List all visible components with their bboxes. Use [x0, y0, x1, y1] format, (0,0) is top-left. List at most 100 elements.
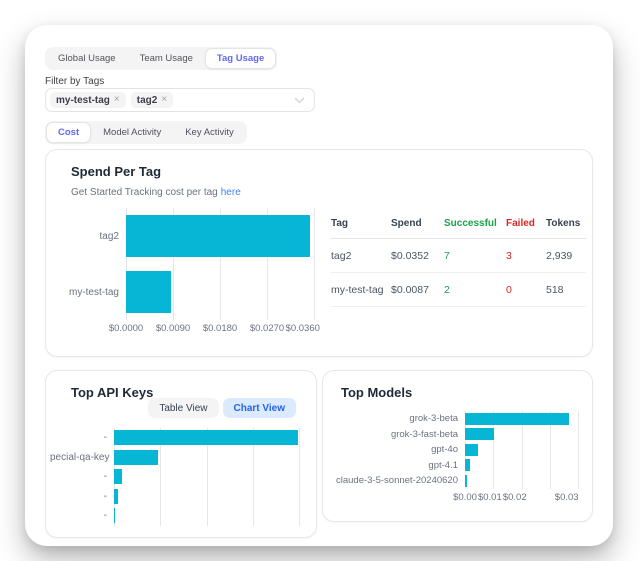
- gridline: [314, 208, 315, 320]
- filter-by-tags-label: Filter by Tags: [45, 76, 105, 87]
- category-label: -: [103, 471, 107, 483]
- bar-grok-3-fast-beta[interactable]: [465, 428, 494, 441]
- remove-tag-icon[interactable]: ×: [161, 94, 168, 105]
- x-axis-tick: $0.00: [453, 491, 477, 503]
- bar-pecial-qa-key[interactable]: [114, 449, 158, 465]
- bar-track: [114, 430, 299, 446]
- cell-tokens: 518: [546, 273, 586, 307]
- bar-track: [465, 412, 578, 425]
- x-axis-tick: $0.02: [502, 491, 527, 503]
- tab-team-usage[interactable]: Team Usage: [139, 53, 193, 64]
- tab-tag-usage[interactable]: Tag Usage: [205, 49, 276, 68]
- chart-row: -: [50, 506, 304, 526]
- col-header-tokens: Tokens: [546, 210, 586, 239]
- bar-gpt-4o[interactable]: [465, 443, 478, 456]
- chart-row: my-test-tag: [46, 264, 336, 320]
- tab-key-activity[interactable]: Key Activity: [185, 127, 234, 138]
- spend-per-tag-title: Spend Per Tag: [71, 164, 162, 179]
- bar-my-test-tag[interactable]: [126, 271, 172, 313]
- top-models-title: Top Models: [341, 385, 413, 400]
- gridline: [126, 208, 127, 320]
- chart-row: grok-3-beta: [325, 411, 578, 427]
- cell-successful: 7: [444, 239, 506, 273]
- bar-track: [465, 459, 578, 472]
- top-api-keys-title: Top API Keys: [71, 385, 154, 400]
- tag-chip-my-test-tag: my-test-tag ×: [50, 92, 126, 108]
- bar-track: [126, 271, 314, 313]
- bar--[interactable]: [114, 508, 115, 524]
- col-header-successful: Successful: [444, 210, 506, 239]
- bar-tag2[interactable]: [126, 215, 310, 257]
- cell-spend: $0.0352: [391, 239, 444, 273]
- x-axis: $0.00 $0.01 $0.02 $0.03: [453, 489, 579, 503]
- gridline: [160, 428, 162, 526]
- category-label: grok-3-beta: [409, 413, 458, 425]
- gridline: [267, 208, 268, 320]
- col-header-spend: Spend: [391, 210, 444, 239]
- gridline: [252, 428, 254, 526]
- col-header-tag: Tag: [331, 210, 391, 239]
- cell-failed: 0: [506, 273, 546, 307]
- chart-row: -: [50, 467, 304, 487]
- usage-dashboard-panel: Global Usage Team Usage Tag Usage Filter…: [25, 25, 613, 546]
- tab-model-activity[interactable]: Model Activity: [103, 127, 162, 138]
- x-axis-tick: $0.0270: [249, 323, 285, 334]
- top-models-card: Top Models grok-3-beta grok-3-fast-beta gp…: [322, 370, 593, 522]
- usage-view-tabs: Cost Model Activity Key Activity: [45, 121, 247, 144]
- chart-row: -: [50, 487, 304, 507]
- bar--[interactable]: [114, 469, 122, 485]
- tab-cost[interactable]: Cost: [47, 123, 91, 142]
- tab-global-usage[interactable]: Global Usage: [58, 53, 116, 64]
- bar-track: [465, 443, 578, 456]
- chevron-down-icon[interactable]: [294, 97, 305, 104]
- here-link[interactable]: here: [220, 187, 241, 198]
- gridline: [493, 411, 495, 489]
- cell-failed: 3: [506, 239, 546, 273]
- spend-per-tag-subtitle: Get Started Tracking cost per tag here: [71, 187, 241, 198]
- bar-track: [114, 469, 299, 485]
- bar-track: [465, 428, 578, 441]
- x-axis-tick: $0.01: [477, 491, 502, 503]
- gridline: [299, 428, 300, 526]
- gridline: [549, 411, 551, 489]
- bar--[interactable]: [114, 430, 298, 446]
- bar-claude-3-5-sonnet-20240620[interactable]: [465, 474, 468, 487]
- category-label: my-test-tag: [68, 286, 119, 298]
- category-label: gpt-4.1: [428, 459, 458, 471]
- tag-chip-label: tag2: [136, 94, 158, 106]
- bar-grok-3-beta[interactable]: [465, 412, 570, 425]
- category-label: claude-3-5-sonnet-20240620: [335, 475, 458, 487]
- cell-tag: my-test-tag: [331, 273, 391, 307]
- category-label: -: [103, 490, 107, 502]
- bar-track: [114, 508, 299, 524]
- remove-tag-icon[interactable]: ×: [113, 94, 120, 105]
- chart-gridlines: [126, 208, 315, 320]
- x-axis-tick: $0.0000: [108, 323, 144, 334]
- chart-view-button[interactable]: Chart View: [222, 398, 296, 418]
- category-label: gpt-4o: [431, 444, 458, 456]
- x-axis-tick: $0.0090: [155, 323, 191, 334]
- usage-scope-tabs: Global Usage Team Usage Tag Usage: [45, 47, 278, 70]
- bar--[interactable]: [114, 488, 118, 504]
- bar-gpt-4.1[interactable]: [465, 459, 470, 472]
- category-label: grok-3-fast-beta: [390, 428, 458, 440]
- table-view-button[interactable]: Table View: [148, 398, 219, 418]
- tag-filter-select[interactable]: my-test-tag × tag2 ×: [45, 88, 315, 112]
- col-header-failed: Failed: [506, 210, 546, 239]
- category-label: -: [103, 432, 107, 444]
- cell-tag: tag2: [331, 239, 391, 273]
- x-axis-tick: $0.03: [554, 491, 579, 503]
- subtitle-text: Get Started Tracking cost per tag: [71, 187, 218, 198]
- chart-row: pecial-qa-key: [50, 448, 304, 468]
- bar-track: [114, 488, 299, 504]
- gridline: [173, 208, 174, 320]
- chart-row: gpt-4o: [325, 442, 578, 458]
- gridline: [220, 208, 221, 320]
- top-api-keys-chart: - pecial-qa-key - - -: [50, 428, 304, 526]
- category-label: tag2: [99, 230, 119, 242]
- x-axis-tick: $0.0360: [285, 323, 320, 334]
- tag-chip-label: my-test-tag: [56, 94, 110, 106]
- bar-track: [114, 449, 299, 465]
- bar-track: [126, 215, 314, 257]
- chart-row: claude-3-5-sonnet-20240620: [325, 473, 578, 489]
